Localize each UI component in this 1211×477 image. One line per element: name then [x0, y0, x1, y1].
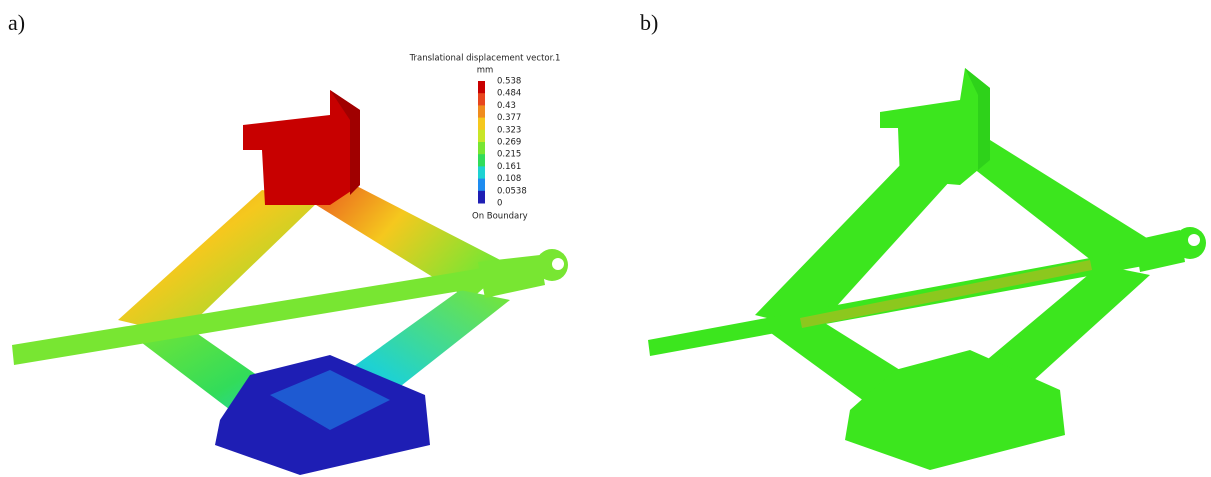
legend-tick-label: 0.377 [497, 113, 521, 123]
colorbar-segment [478, 190, 485, 204]
colorbar-segment [478, 154, 485, 167]
legend-note: On Boundary [472, 212, 528, 222]
legend-tick-label: 0.43 [497, 101, 516, 111]
jack-a [12, 90, 568, 475]
legend: Translational displacement vector.1 mm O… [409, 54, 561, 222]
legend-tick-label: 0.215 [497, 150, 521, 160]
legend-tick-label: 0.0538 [497, 186, 527, 196]
legend-title: Translational displacement vector.1 [409, 54, 561, 64]
legend-tick-label: 0.538 [497, 77, 521, 87]
colorbar-segment [478, 93, 485, 106]
legend-tick-label: 0.108 [497, 174, 521, 184]
legend-tick-label: 0.323 [497, 125, 521, 135]
colorbar-segment [478, 117, 485, 131]
legend-tick-label: 0.269 [497, 138, 521, 148]
colorbar-segment [478, 178, 485, 192]
panel-label: b) [640, 10, 658, 35]
legend-tick-label: 0.484 [497, 89, 521, 99]
jack-b [648, 68, 1206, 470]
panel-label: a) [8, 10, 25, 35]
legend-unit: mm [477, 66, 494, 76]
colorbar-segment [478, 166, 485, 180]
colorbar-segment [478, 129, 485, 143]
legend-tick-label: 0 [497, 199, 502, 209]
colorbar-segment [478, 105, 485, 119]
colorbar-segment [478, 81, 485, 94]
colorbar-segment [478, 142, 485, 155]
legend-tick-label: 0.161 [497, 162, 521, 172]
